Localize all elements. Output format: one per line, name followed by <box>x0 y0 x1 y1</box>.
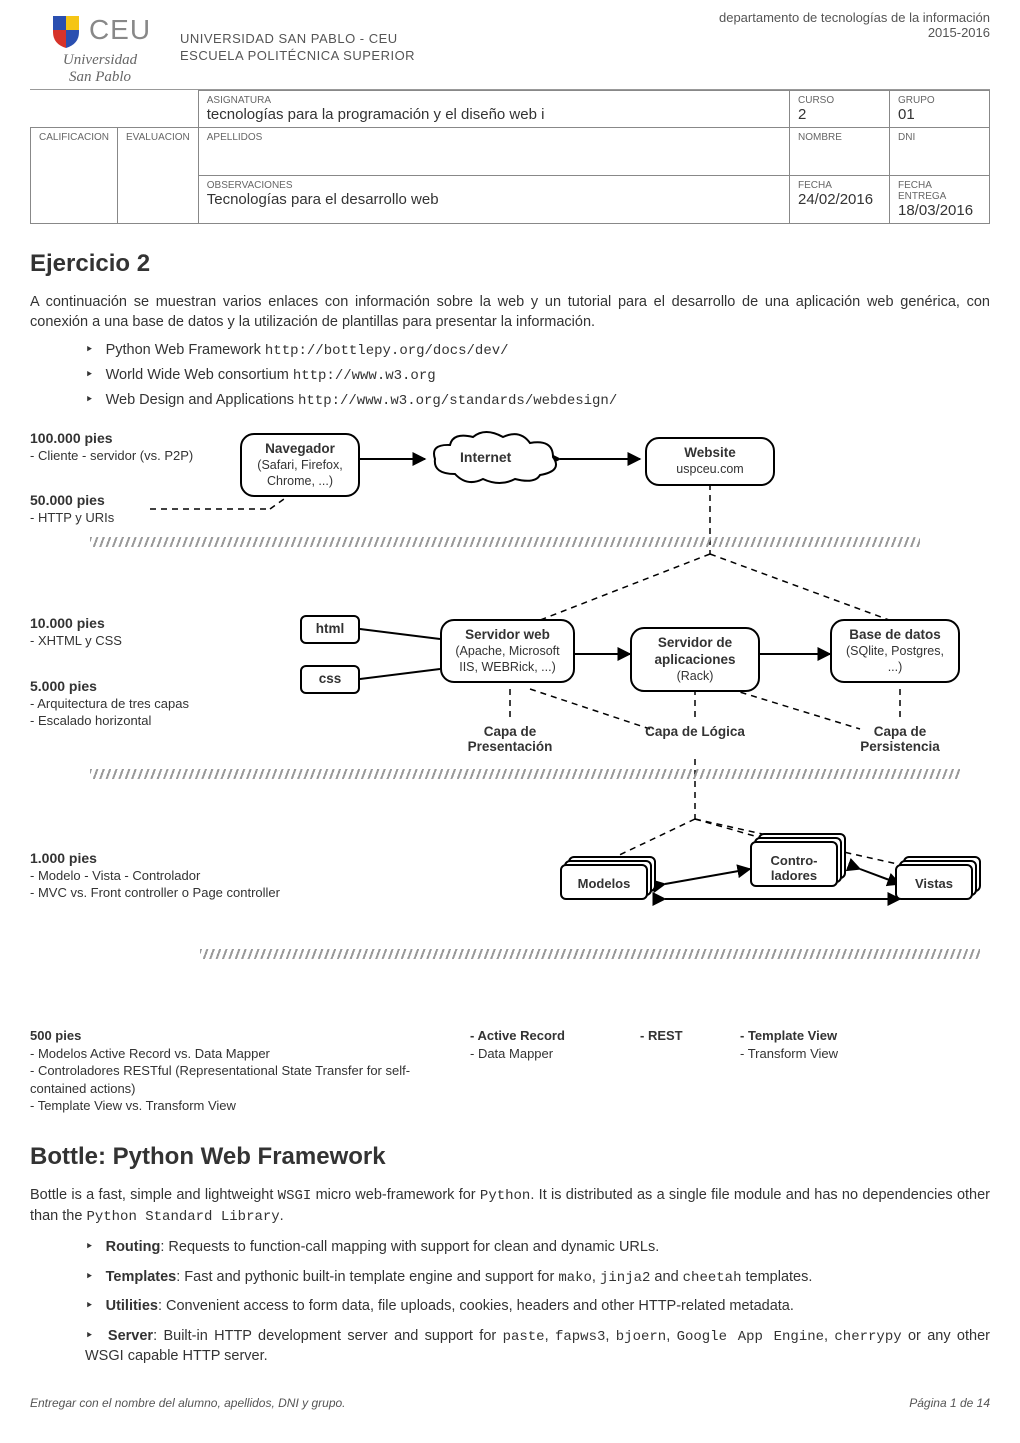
eval-label: EVALUACION <box>126 132 190 143</box>
obs-value: Tecnologías para el desarrollo web <box>207 191 439 208</box>
node-servidor-web: Servidor web (Apache, Microsoft IIS, WEB… <box>440 619 575 683</box>
nombre-label: NOMBRE <box>798 132 881 143</box>
col-template-view: - Template View - Transform View <box>740 1027 920 1115</box>
bottle-intro: Bottle is a fast, simple and lightweight… <box>30 1185 990 1228</box>
section-500pies: 500 pies - Modelos Active Record vs. Dat… <box>30 1027 990 1115</box>
fecha-value: 24/02/2016 <box>798 191 873 208</box>
link-item: Python Web Framework http://bottlepy.org… <box>85 342 990 359</box>
bottle-features-list: Routing: Requests to function-call mappi… <box>30 1238 990 1366</box>
hatch-divider <box>90 537 920 547</box>
ejercicio-intro: A continuación se muestran varios enlace… <box>30 292 990 333</box>
fecha-label: FECHA <box>798 180 881 191</box>
curso-value: 2 <box>798 106 806 123</box>
caption-persistencia: Capa de Persistencia <box>840 724 960 754</box>
col-500-main: 500 pies - Modelos Active Record vs. Dat… <box>30 1027 450 1115</box>
doc-header: CEU UniversidadSan Pablo UNIVERSIDAD SAN… <box>30 10 990 90</box>
bottle-title: Bottle: Python Web Framework <box>30 1143 990 1171</box>
footer-right: Página 1 de 14 <box>909 1396 990 1410</box>
apellidos-label: APELLIDOS <box>207 132 781 143</box>
node-website: Website uspceu.com <box>645 437 775 486</box>
link-item: World Wide Web consortium http://www.w3.… <box>85 367 990 384</box>
node-css: css <box>300 665 360 694</box>
dni-label: DNI <box>898 132 981 143</box>
node-navegador: Navegador (Safari, Firefox, Chrome, ...) <box>240 433 360 497</box>
ceu-text: CEU <box>89 14 151 46</box>
calif-label: CALIFICACION <box>39 132 109 143</box>
hatch-divider <box>200 949 980 959</box>
obs-label: OBSERVACIONES <box>207 180 781 191</box>
diag-label-5k: 5.000 pies - Arquitectura de tres capas … <box>30 677 189 730</box>
ejercicio-title: Ejercicio 2 <box>30 250 990 278</box>
entrega-value: 18/03/2016 <box>898 202 973 219</box>
col-rest: - REST <box>640 1027 720 1115</box>
node-servidor-app: Servidor de aplicaciones (Rack) <box>630 627 760 692</box>
entrega-label: FECHA ENTREGA <box>898 180 981 202</box>
footer-left: Entregar con el nombre del alumno, apell… <box>30 1396 346 1410</box>
internet-label: Internet <box>460 449 511 465</box>
node-db: Base de datos (SQlite, Postgres, ...) <box>830 619 960 683</box>
link-url: http://www.w3.org <box>293 368 436 384</box>
link-url: http://bottlepy.org/docs/dev/ <box>265 343 509 359</box>
uni-title: UNIVERSIDAD SAN PABLO - CEU ESCUELA POLI… <box>180 31 415 65</box>
info-table: ASIGNATURA tecnologías para la programac… <box>30 90 990 224</box>
node-html: html <box>300 615 360 644</box>
diag-label-10k: 10.000 pies - XHTML y CSS <box>30 614 122 650</box>
grupo-value: 01 <box>898 106 915 123</box>
caption-logica: Capa de Lógica <box>640 724 750 739</box>
hatch-divider <box>90 769 960 779</box>
diag-label-100k: 100.000 pies - Cliente - servidor (vs. P… <box>30 429 193 465</box>
link-item: Web Design and Applications http://www.w… <box>85 392 990 409</box>
header-left: CEU UniversidadSan Pablo UNIVERSIDAD SAN… <box>30 10 415 87</box>
feature-routing: Routing: Requests to function-call mappi… <box>85 1238 990 1258</box>
feature-utilities: Utilities: Convenient access to form dat… <box>85 1297 990 1317</box>
curso-label: CURSO <box>798 95 881 106</box>
link-url: http://www.w3.org/standards/webdesign/ <box>298 393 617 409</box>
feature-server: Server: Built-in HTTP development server… <box>85 1327 990 1366</box>
page-footer: Entregar con el nombre del alumno, apell… <box>30 1396 990 1410</box>
diag-label-50k: 50.000 pies - HTTP y URIs <box>30 491 114 527</box>
logo-block: CEU UniversidadSan Pablo <box>30 10 170 87</box>
diag-label-1k: 1.000 pies - Modelo - Vista - Controlado… <box>30 849 280 902</box>
links-list: Python Web Framework http://bottlepy.org… <box>30 342 990 409</box>
header-right: departamento de tecnologías de la inform… <box>719 10 990 40</box>
asignatura-value: tecnologías para la programación y el di… <box>207 106 545 123</box>
cloud-icon: Internet <box>425 429 555 489</box>
caption-presentacion: Capa de Presentación <box>450 724 570 754</box>
feature-templates: Templates: Fast and pythonic built-in te… <box>85 1268 990 1288</box>
grupo-label: GRUPO <box>898 95 981 106</box>
shield-icon <box>49 10 83 50</box>
col-active-record: - Active Record - Data Mapper <box>470 1027 620 1115</box>
asignatura-label: ASIGNATURA <box>207 95 781 106</box>
univ-label: UniversidadSan Pablo <box>63 52 137 87</box>
architecture-diagram: 100.000 pies - Cliente - servidor (vs. P… <box>30 429 990 1009</box>
